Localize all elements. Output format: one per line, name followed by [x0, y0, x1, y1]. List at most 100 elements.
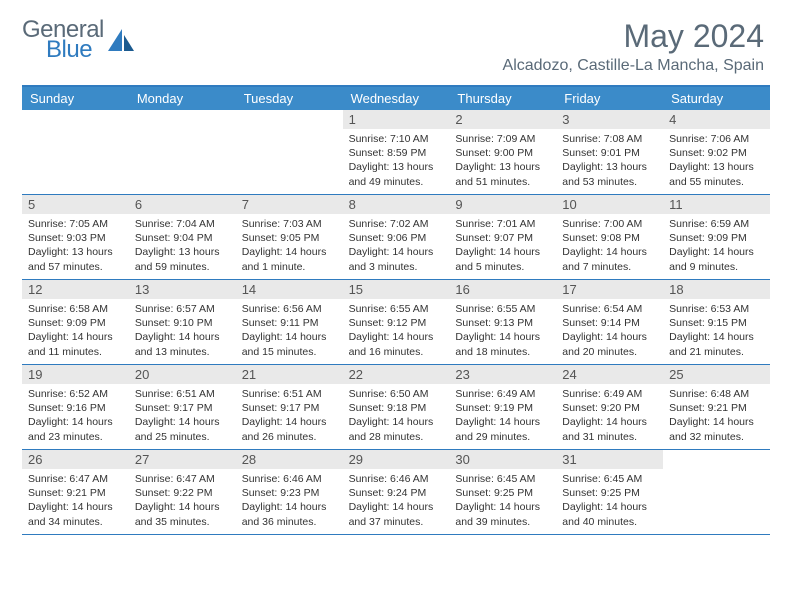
day-details: Sunrise: 7:02 AMSunset: 9:06 PMDaylight:… [343, 214, 450, 278]
day-number: 25 [663, 365, 770, 384]
day-number: 7 [236, 195, 343, 214]
week-row: 5Sunrise: 7:05 AMSunset: 9:03 PMDaylight… [22, 195, 770, 280]
sunrise-text: Sunrise: 7:06 AM [669, 132, 764, 146]
sunset-text: Sunset: 9:18 PM [349, 401, 444, 415]
daylight-text: Daylight: 14 hours and 7 minutes. [562, 245, 657, 273]
daylight-text: Daylight: 14 hours and 26 minutes. [242, 415, 337, 443]
day-details: Sunrise: 6:57 AMSunset: 9:10 PMDaylight:… [129, 299, 236, 363]
sunrise-text: Sunrise: 6:59 AM [669, 217, 764, 231]
daylight-text: Daylight: 14 hours and 40 minutes. [562, 500, 657, 528]
day-number: 16 [449, 280, 556, 299]
sunset-text: Sunset: 9:24 PM [349, 486, 444, 500]
daylight-text: Daylight: 14 hours and 21 minutes. [669, 330, 764, 358]
daylight-text: Daylight: 14 hours and 15 minutes. [242, 330, 337, 358]
daylight-text: Daylight: 14 hours and 1 minute. [242, 245, 337, 273]
dow-tuesday: Tuesday [236, 87, 343, 110]
sunrise-text: Sunrise: 6:45 AM [455, 472, 550, 486]
day-number: 9 [449, 195, 556, 214]
sunset-text: Sunset: 9:16 PM [28, 401, 123, 415]
week-row: 1Sunrise: 7:10 AMSunset: 8:59 PMDaylight… [22, 110, 770, 195]
day-cell [129, 110, 236, 194]
daylight-text: Daylight: 14 hours and 34 minutes. [28, 500, 123, 528]
sunset-text: Sunset: 9:25 PM [455, 486, 550, 500]
day-details: Sunrise: 6:59 AMSunset: 9:09 PMDaylight:… [663, 214, 770, 278]
weeks-container: 1Sunrise: 7:10 AMSunset: 8:59 PMDaylight… [22, 110, 770, 535]
sunrise-text: Sunrise: 6:58 AM [28, 302, 123, 316]
logo: General Blue [22, 18, 136, 62]
sunrise-text: Sunrise: 7:05 AM [28, 217, 123, 231]
sunrise-text: Sunrise: 7:01 AM [455, 217, 550, 231]
day-details: Sunrise: 7:06 AMSunset: 9:02 PMDaylight:… [663, 129, 770, 193]
sunrise-text: Sunrise: 7:00 AM [562, 217, 657, 231]
day-number: 2 [449, 110, 556, 129]
day-number: 8 [343, 195, 450, 214]
sunrise-text: Sunrise: 6:49 AM [562, 387, 657, 401]
day-details: Sunrise: 6:45 AMSunset: 9:25 PMDaylight:… [556, 469, 663, 533]
day-cell: 18Sunrise: 6:53 AMSunset: 9:15 PMDayligh… [663, 280, 770, 364]
sunset-text: Sunset: 9:14 PM [562, 316, 657, 330]
day-details: Sunrise: 7:08 AMSunset: 9:01 PMDaylight:… [556, 129, 663, 193]
day-cell: 15Sunrise: 6:55 AMSunset: 9:12 PMDayligh… [343, 280, 450, 364]
day-details: Sunrise: 6:51 AMSunset: 9:17 PMDaylight:… [129, 384, 236, 448]
sunrise-text: Sunrise: 7:02 AM [349, 217, 444, 231]
day-number: 6 [129, 195, 236, 214]
sunset-text: Sunset: 9:22 PM [135, 486, 230, 500]
day-number: 29 [343, 450, 450, 469]
day-cell: 23Sunrise: 6:49 AMSunset: 9:19 PMDayligh… [449, 365, 556, 449]
day-cell: 20Sunrise: 6:51 AMSunset: 9:17 PMDayligh… [129, 365, 236, 449]
daylight-text: Daylight: 14 hours and 31 minutes. [562, 415, 657, 443]
day-details: Sunrise: 7:05 AMSunset: 9:03 PMDaylight:… [22, 214, 129, 278]
sunset-text: Sunset: 9:23 PM [242, 486, 337, 500]
day-details: Sunrise: 6:45 AMSunset: 9:25 PMDaylight:… [449, 469, 556, 533]
sunrise-text: Sunrise: 7:10 AM [349, 132, 444, 146]
day-details: Sunrise: 6:51 AMSunset: 9:17 PMDaylight:… [236, 384, 343, 448]
daylight-text: Daylight: 13 hours and 51 minutes. [455, 160, 550, 188]
week-row: 12Sunrise: 6:58 AMSunset: 9:09 PMDayligh… [22, 280, 770, 365]
day-details: Sunrise: 7:01 AMSunset: 9:07 PMDaylight:… [449, 214, 556, 278]
sunset-text: Sunset: 9:11 PM [242, 316, 337, 330]
daylight-text: Daylight: 14 hours and 25 minutes. [135, 415, 230, 443]
day-details: Sunrise: 6:48 AMSunset: 9:21 PMDaylight:… [663, 384, 770, 448]
day-of-week-header: Sunday Monday Tuesday Wednesday Thursday… [22, 87, 770, 110]
sunset-text: Sunset: 9:12 PM [349, 316, 444, 330]
day-cell: 11Sunrise: 6:59 AMSunset: 9:09 PMDayligh… [663, 195, 770, 279]
day-cell: 10Sunrise: 7:00 AMSunset: 9:08 PMDayligh… [556, 195, 663, 279]
sunset-text: Sunset: 9:13 PM [455, 316, 550, 330]
day-details: Sunrise: 7:10 AMSunset: 8:59 PMDaylight:… [343, 129, 450, 193]
day-cell: 28Sunrise: 6:46 AMSunset: 9:23 PMDayligh… [236, 450, 343, 534]
day-details: Sunrise: 6:47 AMSunset: 9:22 PMDaylight:… [129, 469, 236, 533]
sunset-text: Sunset: 9:00 PM [455, 146, 550, 160]
day-details: Sunrise: 6:46 AMSunset: 9:24 PMDaylight:… [343, 469, 450, 533]
sunset-text: Sunset: 9:25 PM [562, 486, 657, 500]
day-cell: 2Sunrise: 7:09 AMSunset: 9:00 PMDaylight… [449, 110, 556, 194]
sunset-text: Sunset: 9:04 PM [135, 231, 230, 245]
day-number: 17 [556, 280, 663, 299]
sunrise-text: Sunrise: 6:46 AM [349, 472, 444, 486]
day-cell: 12Sunrise: 6:58 AMSunset: 9:09 PMDayligh… [22, 280, 129, 364]
sunrise-text: Sunrise: 7:08 AM [562, 132, 657, 146]
daylight-text: Daylight: 13 hours and 55 minutes. [669, 160, 764, 188]
title-block: May 2024 Alcadozo, Castille-La Mancha, S… [503, 18, 764, 75]
day-cell: 17Sunrise: 6:54 AMSunset: 9:14 PMDayligh… [556, 280, 663, 364]
day-cell: 1Sunrise: 7:10 AMSunset: 8:59 PMDaylight… [343, 110, 450, 194]
day-details: Sunrise: 6:56 AMSunset: 9:11 PMDaylight:… [236, 299, 343, 363]
daylight-text: Daylight: 14 hours and 16 minutes. [349, 330, 444, 358]
sunset-text: Sunset: 9:17 PM [135, 401, 230, 415]
sunrise-text: Sunrise: 6:57 AM [135, 302, 230, 316]
sunrise-text: Sunrise: 7:04 AM [135, 217, 230, 231]
day-details: Sunrise: 6:54 AMSunset: 9:14 PMDaylight:… [556, 299, 663, 363]
page-title: May 2024 [503, 18, 764, 55]
day-cell: 6Sunrise: 7:04 AMSunset: 9:04 PMDaylight… [129, 195, 236, 279]
daylight-text: Daylight: 13 hours and 57 minutes. [28, 245, 123, 273]
day-cell: 14Sunrise: 6:56 AMSunset: 9:11 PMDayligh… [236, 280, 343, 364]
sunrise-text: Sunrise: 6:47 AM [135, 472, 230, 486]
day-number: 1 [343, 110, 450, 129]
day-cell: 29Sunrise: 6:46 AMSunset: 9:24 PMDayligh… [343, 450, 450, 534]
daylight-text: Daylight: 14 hours and 37 minutes. [349, 500, 444, 528]
day-details: Sunrise: 6:53 AMSunset: 9:15 PMDaylight:… [663, 299, 770, 363]
sunset-text: Sunset: 8:59 PM [349, 146, 444, 160]
dow-friday: Friday [556, 87, 663, 110]
day-number: 12 [22, 280, 129, 299]
day-number: 5 [22, 195, 129, 214]
day-number: 30 [449, 450, 556, 469]
